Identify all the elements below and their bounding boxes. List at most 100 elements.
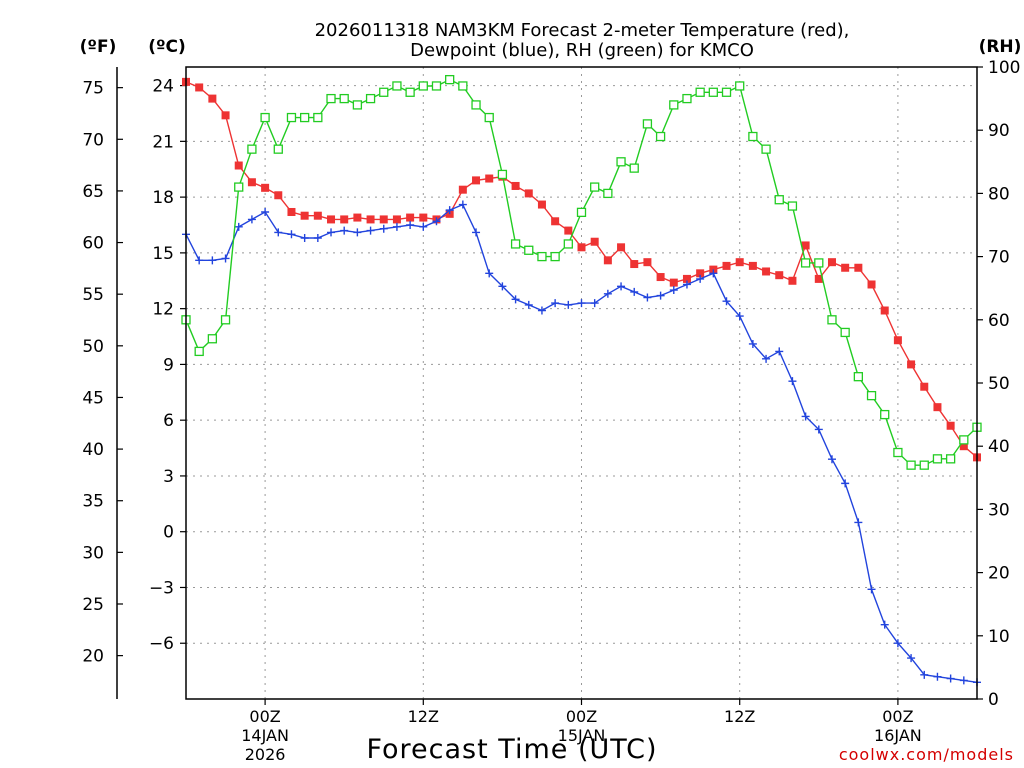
rh-tick-label: 70: [988, 248, 1010, 268]
temperature-point: [617, 243, 626, 252]
dewpoint-point: [485, 269, 494, 278]
temperature-point: [353, 213, 362, 222]
dewpoint-point: [682, 280, 691, 289]
celsius-tick-label: 12: [152, 300, 174, 320]
rh-point: [748, 131, 758, 142]
temperature-point: [775, 271, 784, 280]
rh-point: [945, 454, 956, 464]
celsius-tick-label: 6: [163, 411, 174, 431]
year-tick-label: 2026: [245, 745, 286, 764]
rh-point: [787, 201, 798, 211]
rh-point: [814, 258, 824, 268]
dewpoint-point: [551, 299, 560, 308]
temperature-point: [485, 174, 494, 183]
fahrenheit-tick-label: 70: [82, 130, 104, 150]
dewpoint-point: [722, 297, 731, 306]
temperature-point: [841, 263, 850, 272]
fahrenheit-tick-label: 60: [82, 234, 104, 254]
dewpoint-point: [696, 274, 705, 283]
dewpoint-point: [313, 234, 322, 243]
fahrenheit-tick-label: 25: [82, 595, 104, 615]
rh-point: [959, 435, 969, 445]
chart-title-line2: Dewpoint (blue), RH (green) for KMCO: [410, 40, 754, 61]
rh-point: [563, 239, 573, 249]
temperature-point: [656, 273, 665, 282]
temperature-point: [287, 207, 296, 216]
dewpoint-point: [854, 518, 863, 527]
chart-title-line1: 2026011318 NAM3KM Forecast 2-meter Tempe…: [315, 20, 850, 41]
temperature-point: [379, 215, 388, 224]
rh-point: [655, 131, 666, 142]
rh-point: [405, 87, 415, 97]
dewpoint-point: [827, 455, 836, 464]
temperature-point: [392, 215, 401, 224]
rh-point: [260, 112, 270, 123]
rh-point: [853, 372, 863, 382]
temperature-point: [682, 274, 691, 283]
temperature-point: [340, 215, 349, 224]
rh-tick-label: 30: [988, 500, 1010, 520]
dewpoint-line: [185, 203, 978, 683]
temperature-point: [472, 176, 481, 185]
rh-point: [484, 112, 494, 123]
dewpoint-point: [445, 206, 454, 215]
dewpoint-point: [208, 256, 217, 265]
temperature-point: [564, 226, 573, 235]
dewpoint-point: [656, 291, 665, 300]
dewpoint-series: [182, 200, 981, 687]
temperature-point: [630, 260, 639, 269]
temperature-point: [801, 241, 810, 250]
rh-point: [682, 93, 692, 104]
dewpoint-point: [617, 282, 626, 291]
plot-frame: [185, 66, 978, 700]
dewpoint-point: [959, 676, 968, 685]
temperature-point: [603, 256, 612, 265]
rh-point: [735, 81, 745, 91]
time-tick-label: 00Z: [249, 707, 280, 726]
rh-point: [299, 112, 310, 123]
rh-point: [642, 119, 653, 129]
fahrenheit-tick-label: 20: [82, 647, 104, 667]
temperature-point: [195, 83, 204, 92]
celsius-axis: 24 21 18 15 12 9 6 3 0 −3 −6: [149, 77, 186, 654]
fahrenheit-tick-label: 75: [82, 79, 104, 99]
celsius-tick-label: −6: [149, 634, 174, 654]
dewpoint-point: [907, 654, 916, 663]
rh-point: [866, 390, 877, 401]
rh-point: [761, 144, 771, 154]
rh-point: [880, 409, 890, 420]
temperature-point: [313, 211, 322, 220]
rh-point: [273, 144, 283, 154]
temperature-point: [722, 261, 731, 270]
dewpoint-point: [709, 269, 718, 278]
dewpoint-point: [261, 207, 270, 216]
fahrenheit-tick-label: 45: [82, 388, 104, 408]
rh-point: [800, 258, 811, 268]
dewpoint-point: [630, 287, 639, 296]
dewpoint-point: [762, 354, 771, 363]
rh-point: [471, 100, 481, 110]
rh-point: [497, 169, 508, 180]
temperature-point: [788, 276, 797, 285]
dewpoint-point: [327, 228, 336, 237]
dewpoint-point: [669, 286, 678, 295]
series-layer: [181, 74, 982, 687]
temperature-point: [959, 442, 968, 451]
dewpoint-point: [353, 228, 362, 237]
dewpoint-point: [524, 300, 533, 309]
rh-tick-label: 100: [988, 58, 1020, 78]
temperature-point: [933, 403, 942, 412]
temperature-point: [406, 213, 415, 222]
temperature-point: [643, 258, 652, 267]
rh-point: [392, 81, 402, 91]
rh-point: [379, 87, 389, 97]
fahrenheit-tick-label: 40: [82, 440, 104, 460]
rh-tick-label: 80: [988, 184, 1010, 204]
dewpoint-point: [920, 670, 929, 679]
rh-tick-label: 0: [988, 690, 999, 710]
rh-point: [721, 87, 732, 97]
celsius-tick-label: −3: [149, 578, 174, 598]
rh-point: [510, 239, 521, 249]
temperature-point: [274, 191, 283, 200]
